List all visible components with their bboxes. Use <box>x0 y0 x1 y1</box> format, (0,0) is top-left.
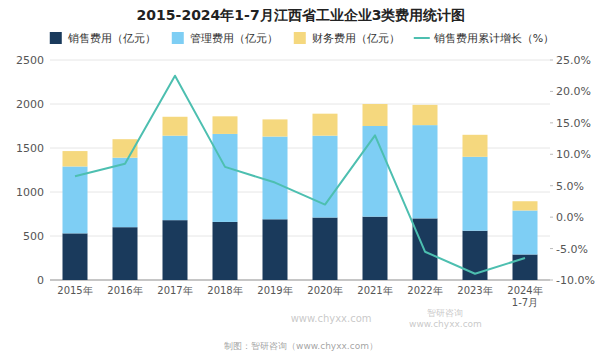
grid-line <box>50 60 550 61</box>
bar <box>363 104 388 126</box>
y2-tick-label: 20.0% <box>556 85 591 98</box>
bar <box>363 126 388 217</box>
annotation: 智研咨询www.chyxx.com <box>409 308 482 329</box>
chart: 2015-2024年1-7月江西省工业企业3类费用统计图 0 500 1000 1500… <box>0 0 602 356</box>
y2-tick <box>550 60 553 61</box>
y2-tick <box>550 154 553 155</box>
legend-swatch <box>294 32 306 44</box>
y2-tick <box>550 91 553 92</box>
y2-tick <box>550 280 553 281</box>
bar <box>63 233 88 280</box>
bar <box>213 222 238 280</box>
y-tick-label: 2000 <box>16 98 44 111</box>
legend-label: 管理费用（亿元） <box>190 32 278 45</box>
y2-tick-label: -5.0% <box>556 243 588 256</box>
legend-label: 财务费用（亿元） <box>312 32 400 45</box>
y2-tick <box>550 122 553 123</box>
x-tick-label: 2022年 <box>407 285 442 296</box>
bar <box>413 105 438 125</box>
legend-swatch <box>50 32 62 44</box>
background <box>0 0 602 356</box>
bar <box>113 227 138 280</box>
bar <box>313 218 338 280</box>
bar <box>213 134 238 222</box>
bar <box>413 125 438 218</box>
axes: 0 500 1000 1500 2000 2500 -10.0% -5.0% 0.0% 5.0% 1… <box>16 54 595 308</box>
bar <box>463 231 488 280</box>
x-tick-label: 2019年 <box>257 285 292 296</box>
bar <box>263 137 288 220</box>
y-tick-label: 2500 <box>16 54 44 67</box>
x-tick-label: 2017年 <box>157 285 192 296</box>
legend-item: 财务费用（亿元） <box>294 32 400 45</box>
y-tick-label: 0 <box>37 274 44 287</box>
bar <box>463 135 488 157</box>
bar <box>163 117 188 136</box>
x-tick-label: 2016年 <box>107 285 142 296</box>
x-tick-label: 2018年 <box>207 285 242 296</box>
legend-swatch <box>414 37 430 39</box>
bar <box>363 217 388 280</box>
y-tick-label: 1500 <box>16 142 44 155</box>
y2-tick-label: 15.0% <box>556 117 591 130</box>
legend-swatch <box>172 32 184 44</box>
y2-tick-label: 5.0% <box>556 180 584 193</box>
bar <box>463 157 488 231</box>
y-tick-label: 500 <box>23 230 44 243</box>
y2-tick-label: 0.0% <box>556 211 584 224</box>
x-tick-label: 2015年 <box>57 285 92 296</box>
title: 2015-2024年1-7月江西省工业企业3类费用统计图 <box>137 7 466 23</box>
bar <box>513 210 538 254</box>
bar <box>163 220 188 280</box>
legend-label: 销售费用累计增长（%） <box>433 32 554 45</box>
y-tick-label: 1000 <box>16 186 44 199</box>
y2-tick-label: -10.0% <box>556 274 595 287</box>
y2-tick <box>550 217 553 218</box>
y2-tick <box>550 185 553 186</box>
legend-item: 销售费用累计增长（%） <box>414 32 554 45</box>
legend: 销售费用（亿元） 管理费用（亿元） 财务费用（亿元） 销售费用累计增长（%） <box>50 32 554 45</box>
annotation: www.chyxx.com <box>291 313 372 324</box>
bar <box>63 151 88 166</box>
line <box>75 76 525 274</box>
bar <box>163 136 188 220</box>
y2-tick-label: 25.0% <box>556 54 591 67</box>
annotation: 制图：智研咨询（www.chyxx.com） <box>224 341 378 351</box>
bar <box>513 201 538 210</box>
grid-line <box>50 104 550 105</box>
x-tick-label: 2020年 <box>307 285 342 296</box>
y2-tick-label: 10.0% <box>556 148 591 161</box>
bar <box>263 219 288 280</box>
bar <box>63 166 88 233</box>
y2-tick <box>550 248 553 249</box>
bar <box>313 114 338 136</box>
x-tick-label: 2024年1-7月 <box>507 285 542 308</box>
legend-item: 管理费用（亿元） <box>172 32 278 45</box>
legend-label: 销售费用（亿元） <box>67 32 156 45</box>
bar <box>113 158 138 228</box>
bar <box>263 119 288 136</box>
marks <box>63 76 538 280</box>
x-tick-label: 2021年 <box>357 285 392 296</box>
legend-item: 销售费用（亿元） <box>50 32 156 45</box>
x-tick-label: 2023年 <box>457 285 492 296</box>
bar <box>213 116 238 134</box>
